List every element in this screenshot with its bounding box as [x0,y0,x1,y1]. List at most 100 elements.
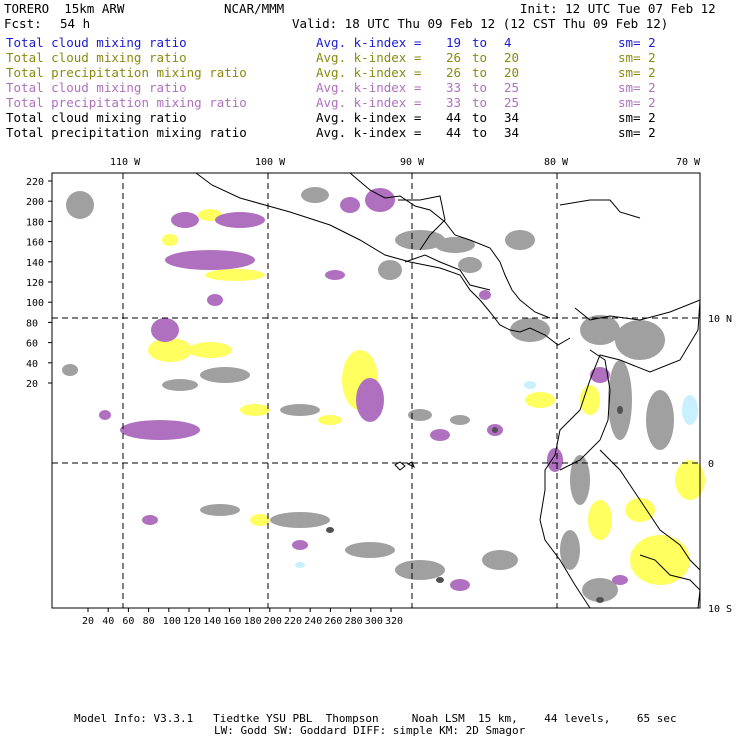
y-tick-label: 100 [26,298,44,309]
purple-field-patch [99,410,111,420]
gray-field-patch [458,257,482,273]
legend-avg: Avg. k-index = [316,50,422,65]
legend-avg: Avg. k-index = [316,110,422,125]
galapagos [394,461,415,471]
gray-field-patch [482,550,518,570]
x-tick-label: 80 [143,616,155,627]
yellow-field-patch [588,500,612,540]
caribbean-islands [559,199,641,219]
valid-time: Valid: 18 UTC Thu 09 Feb 12 (12 CST Thu … [292,16,669,31]
x-tick-label: 60 [122,616,134,627]
legend-to: to [472,125,488,140]
legend-from: 26 [446,65,462,80]
graticule [52,173,700,608]
y-tick-label: 80 [26,318,38,329]
x-tick-label: 40 [102,616,114,627]
y-tick-label: 60 [26,339,38,350]
colombia-border [559,349,611,471]
gray-field-patch [435,237,475,253]
legend-field: Total precipitation mixing ratio [6,125,247,140]
x-tick-label: 180 [244,616,262,627]
purple-field-patch [215,212,265,228]
forecast-label: Fcst: [4,16,42,31]
model-physics: LW: Godd SW: Goddard DIFF: simple KM: 2D… [214,724,526,737]
forecast-hour: 54 h [60,16,91,31]
legend-field: Total precipitation mixing ratio [6,65,247,80]
gray-field-patch [280,404,320,416]
legend-to: to [472,65,488,80]
lon-label-100w: 100 W [255,157,286,168]
y-tick-label: 200 [26,197,44,208]
legend-from: 19 [446,35,462,50]
legend-sm: sm= 2 [618,95,656,110]
y-tick-label: 140 [26,258,44,269]
legend-sm: sm= 2 [618,125,656,140]
x-tick-label: 200 [264,616,282,627]
model-title: TORERO 15km ARW [4,1,125,16]
cyan-field-patch [295,562,305,568]
lat-labels: 10 N 0 10 S [708,314,732,615]
legend-from: 33 [446,80,462,95]
cloud-precip-fields [62,187,705,603]
legend-from: 33 [446,95,462,110]
yellow-field-patch [205,269,265,281]
gray-field-patch [560,530,580,570]
legend-to: to [472,110,488,125]
legend-to-val: 34 [504,125,520,140]
cyan-field-patch [682,395,698,425]
x-tick-label: 140 [203,616,221,627]
gray-field-patch [570,455,590,505]
yucatan [398,195,446,251]
yellow-field-patch [318,415,342,425]
legend-from: 44 [446,125,462,140]
yellow-field-patch [625,498,655,522]
purple-field-patch [356,378,384,422]
lon-label-80w: 80 W [544,157,569,168]
x-tick-label: 240 [304,616,322,627]
gulf-coast [349,172,551,319]
x-tick-label: 220 [284,616,302,627]
legend-sm: sm= 2 [618,50,656,65]
yellow-field-patch [188,342,232,358]
purple-field-patch [165,250,255,270]
lat-label-10n: 10 N [708,314,732,325]
legend-to-val: 25 [504,80,520,95]
legend-avg: Avg. k-index = [316,80,422,95]
legend-to: to [472,50,488,65]
central-america-border [404,254,491,291]
gray-field-patch [62,364,78,376]
y-tick-label: 120 [26,278,44,289]
gray-field-patch [345,542,395,558]
purple-field-patch [430,429,450,441]
yellow-field-patch [630,535,690,585]
lat-label-0: 0 [708,459,714,470]
purple-field-patch [171,212,199,228]
lat-label-10s: 10 S [708,604,732,615]
gray-field-patch [270,512,330,528]
y-tick-label: 180 [26,217,44,228]
gray-field-patch [395,560,445,580]
legend-sm: sm= 2 [618,65,656,80]
gray-field-patch [510,318,550,342]
legend-sm: sm= 2 [618,35,656,50]
yellow-field-patch [675,460,705,500]
legend-to-val: 4 [504,35,512,50]
purple-field-patch [142,515,158,525]
y-axis: 220 200 180 160 140 120 100 80 60 40 20 [26,177,52,390]
legend-field: Total cloud mixing ratio [6,50,187,65]
legend-to-val: 25 [504,95,520,110]
legend-to-val: 34 [504,110,520,125]
x-tick-label: 280 [345,616,363,627]
init-time: Init: 12 UTC Tue 07 Feb 12 [520,1,716,16]
gray-field-patch [200,367,250,383]
purple-field-patch [365,188,395,212]
x-tick-label: 260 [324,616,342,627]
yellow-field-patch [525,392,555,408]
gray-field-patch [580,315,620,345]
legend-to-val: 20 [504,65,520,80]
purple-field-patch [340,197,360,213]
gray-field-patch [505,230,535,250]
legend-avg: Avg. k-index = [316,125,422,140]
legend-field: Total cloud mixing ratio [6,35,187,50]
